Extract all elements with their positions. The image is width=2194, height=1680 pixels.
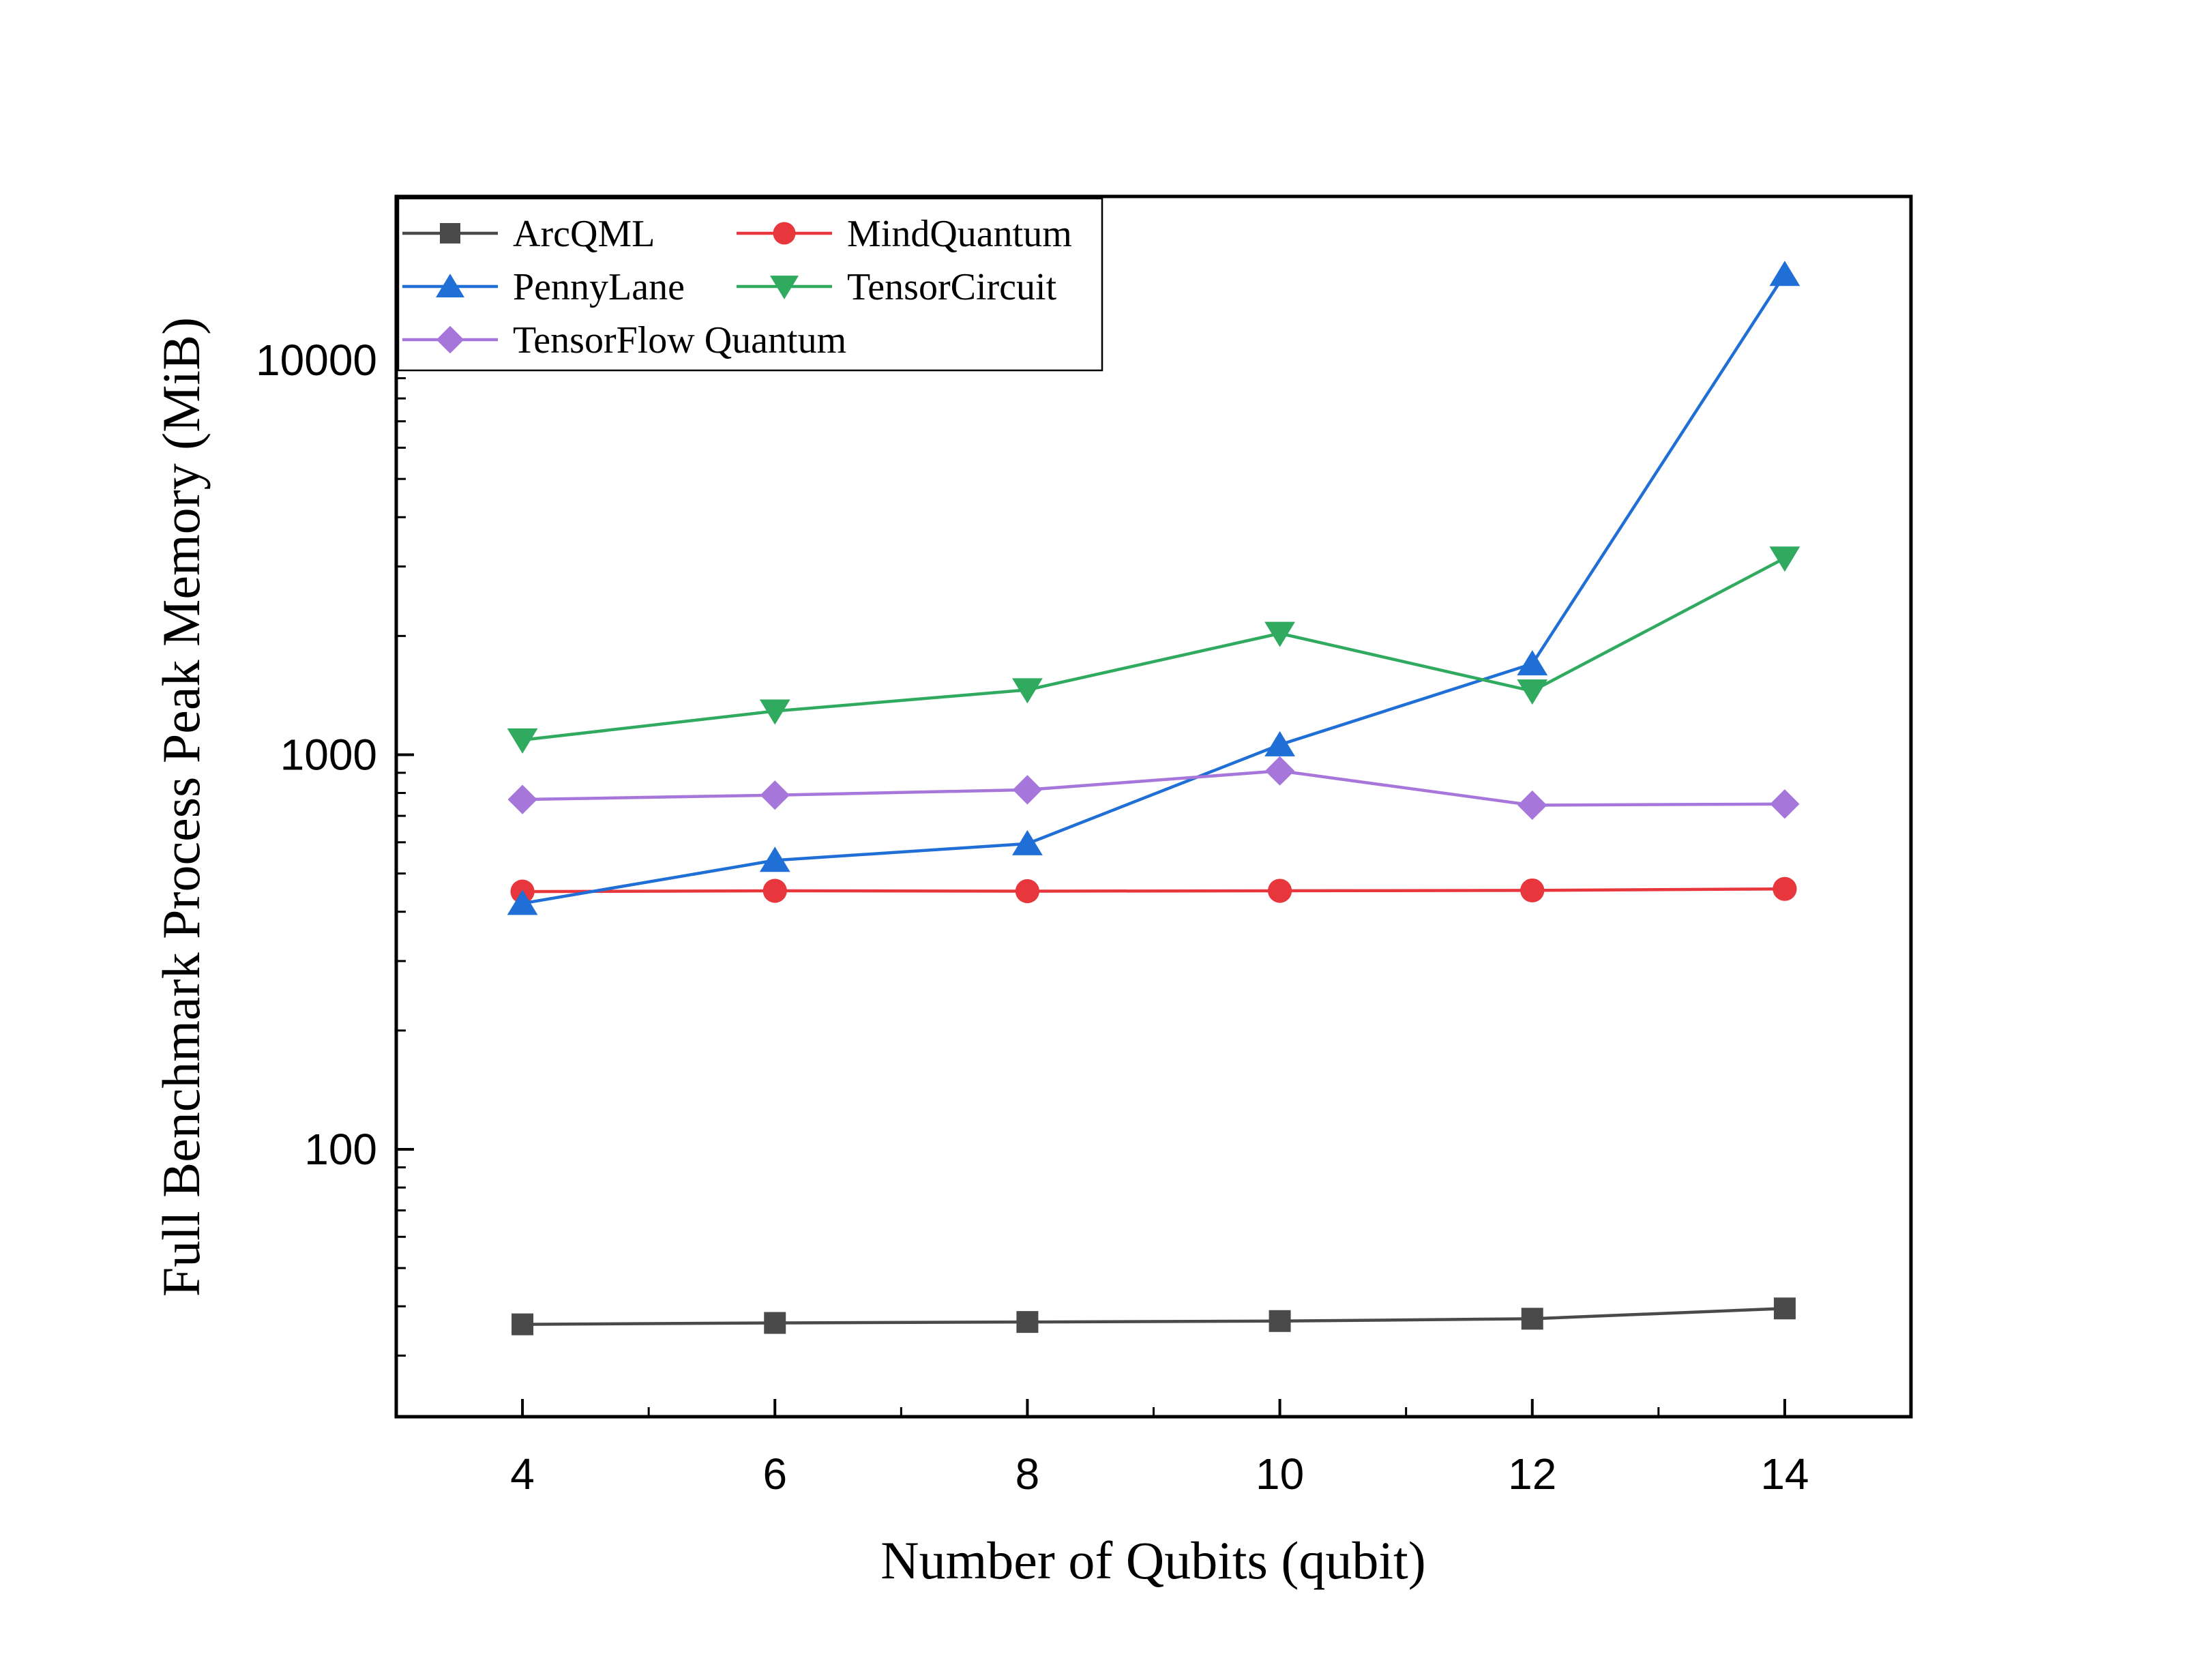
y-tick-label: 10000 bbox=[256, 336, 377, 385]
legend-label: PennyLane bbox=[513, 266, 685, 308]
series-arcqml bbox=[512, 1297, 1796, 1336]
x-tick-label: 6 bbox=[762, 1449, 787, 1499]
legend-item-tensorflow-quantum: TensorFlow Quantum bbox=[402, 319, 846, 362]
data-point-tensorcircuit bbox=[1769, 546, 1800, 572]
legend-marker bbox=[773, 222, 796, 245]
data-point-tensorcircuit bbox=[1264, 621, 1295, 647]
y-axis-title: Full Benchmark Process Peak Memory (MiB) bbox=[151, 317, 211, 1297]
data-point-pennylane bbox=[1264, 731, 1295, 756]
series-line-tensorflow-quantum bbox=[522, 769, 1785, 807]
data-point-mindquantum bbox=[1773, 876, 1797, 901]
x-tick-label: 12 bbox=[1508, 1449, 1556, 1499]
legend-item-tensorcircuit: TensorCircuit bbox=[737, 266, 1057, 308]
legend-item-mindquantum: MindQuantum bbox=[737, 213, 1072, 255]
y-tick-label: 1000 bbox=[280, 730, 377, 779]
data-point-pennylane bbox=[1517, 650, 1548, 676]
data-point-tensorflow-quantum bbox=[1264, 756, 1295, 786]
data-point-tensorflow-quantum bbox=[1012, 775, 1043, 805]
data-point-pennylane bbox=[1769, 261, 1800, 286]
x-tick-label: 4 bbox=[510, 1449, 535, 1499]
data-point-pennylane bbox=[507, 889, 538, 915]
plot-frame bbox=[394, 194, 1913, 1419]
legend-marker bbox=[436, 325, 464, 354]
series-line-arcqml bbox=[522, 1307, 1785, 1326]
legend-marker bbox=[770, 276, 799, 299]
data-point-mindquantum bbox=[1267, 879, 1292, 903]
x-axis-title: Number of Qubits (qubit) bbox=[880, 1531, 1425, 1590]
data-point-arcqml bbox=[1521, 1308, 1543, 1330]
data-point-arcqml bbox=[1016, 1311, 1039, 1333]
data-point-arcqml bbox=[1269, 1310, 1291, 1332]
data-point-tensorflow-quantum bbox=[1770, 789, 1800, 819]
series-pennylane bbox=[507, 261, 1800, 915]
series-tensorflow-quantum bbox=[507, 756, 1800, 821]
data-point-tensorcircuit bbox=[507, 728, 538, 754]
data-point-tensorcircuit bbox=[759, 699, 790, 725]
legend-marker bbox=[436, 274, 464, 297]
legend-label: MindQuantum bbox=[847, 213, 1072, 255]
data-point-tensorflow-quantum bbox=[507, 784, 537, 814]
data-point-arcqml bbox=[1773, 1297, 1796, 1320]
series-line-pennylane bbox=[522, 274, 1786, 905]
series-layer bbox=[507, 261, 1800, 1336]
y-tick-label: 100 bbox=[304, 1125, 377, 1174]
data-point-arcqml bbox=[764, 1312, 786, 1334]
data-point-mindquantum bbox=[762, 879, 787, 903]
data-point-arcqml bbox=[512, 1313, 534, 1336]
data-point-tensorflow-quantum bbox=[1517, 790, 1547, 821]
legend: ArcQML MindQuantum PennyLane TensorCircuitT… bbox=[397, 197, 1103, 372]
data-point-tensorcircuit bbox=[1517, 679, 1548, 705]
series-line-mindquantum bbox=[522, 887, 1785, 894]
data-point-mindquantum bbox=[1520, 878, 1545, 903]
series-tensorcircuit bbox=[507, 546, 1800, 754]
x-tick-label: 10 bbox=[1256, 1449, 1304, 1499]
data-point-pennylane bbox=[759, 846, 790, 872]
legend-marker bbox=[440, 223, 460, 244]
data-point-mindquantum bbox=[1015, 879, 1040, 904]
legend-label: ArcQML bbox=[513, 213, 655, 255]
legend-box bbox=[397, 197, 1103, 372]
data-point-tensorflow-quantum bbox=[760, 780, 790, 810]
legend-items: ArcQML MindQuantum PennyLane TensorCircuitT… bbox=[402, 213, 1072, 362]
legend-label: TensorFlow Quantum bbox=[513, 319, 846, 362]
ticks-layer: 4 6 8 10 12 14 100 1000 10000 bbox=[256, 240, 1809, 1499]
data-point-pennylane bbox=[1012, 829, 1043, 855]
series-mindquantum bbox=[510, 876, 1797, 904]
legend-item-arcqml: ArcQML bbox=[402, 213, 655, 255]
legend-item-pennylane: PennyLane bbox=[402, 266, 685, 308]
legend-label: TensorCircuit bbox=[847, 266, 1057, 308]
x-tick-label: 14 bbox=[1760, 1449, 1809, 1499]
series-line-tensorcircuit bbox=[522, 557, 1785, 742]
x-tick-label: 8 bbox=[1016, 1449, 1040, 1499]
data-point-tensorcircuit bbox=[1012, 678, 1043, 704]
